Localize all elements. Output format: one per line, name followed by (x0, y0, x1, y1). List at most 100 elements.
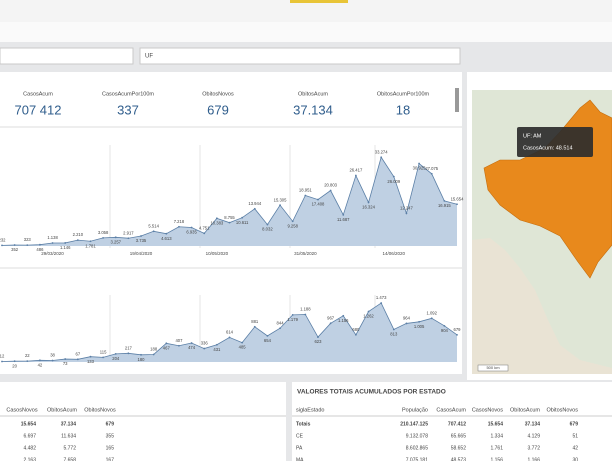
value-label: 323 (24, 237, 32, 242)
point (443, 324, 446, 327)
point (418, 162, 420, 165)
kpi-label: CasosAcum (23, 91, 53, 97)
point (317, 198, 319, 201)
top-accent (290, 0, 348, 3)
table-header: ObitosNovos (547, 407, 579, 413)
value-label: 431 (213, 347, 221, 352)
value-label: 3.257 (111, 239, 122, 244)
top-bar (0, 0, 612, 22)
point (329, 189, 332, 192)
value-label: 4.751 (199, 225, 210, 230)
point (51, 242, 54, 244)
point (291, 313, 294, 316)
point (228, 336, 231, 339)
value-label: 1.473 (376, 295, 387, 300)
value-label: 30.925 (413, 166, 426, 171)
value-label: 22 (25, 353, 30, 358)
kpi-label: ObitosAcum (298, 91, 328, 97)
value-label: 204 (112, 356, 120, 361)
value-label: 654 (264, 338, 272, 343)
table-cell: 9.132.078 (406, 433, 428, 439)
point (127, 352, 130, 355)
left-table-panel (0, 382, 286, 461)
point (279, 327, 281, 330)
point (152, 230, 155, 233)
value-label: 1.146 (60, 245, 71, 250)
value-label: 1.179 (287, 317, 298, 322)
value-label: 9.258 (287, 223, 298, 228)
table-header: ObitosAcum (510, 407, 540, 413)
value-label: 1.188 (300, 307, 311, 312)
value-label: 16.324 (362, 205, 375, 210)
value-label: 1.156 (338, 318, 349, 323)
table-cell: 51 (572, 433, 578, 439)
point (89, 355, 92, 358)
point (26, 244, 29, 247)
point (89, 240, 92, 243)
value-label: 15.305 (274, 197, 287, 202)
value-label: 623 (314, 339, 322, 344)
point (39, 359, 41, 362)
map-scale (477, 364, 509, 372)
table-cell: 5.772 (63, 445, 76, 451)
area (2, 157, 457, 246)
kpi-label: CasosAcumPor100m (102, 91, 154, 97)
point (266, 223, 269, 226)
table-cell: 48.573 (451, 457, 467, 461)
table-cell: 7.075.181 (406, 457, 428, 461)
table-cell: 58.652 (451, 445, 467, 451)
value-label: 485 (239, 345, 247, 350)
toolbar (0, 22, 612, 42)
table-cell: 1.334 (490, 433, 503, 439)
value-label: 20.803 (324, 183, 337, 188)
value-label: 115 (100, 350, 107, 355)
table-cell: 6.697 (23, 433, 36, 439)
table-cell: 7.658 (63, 457, 76, 461)
point (456, 333, 458, 336)
point (152, 353, 155, 356)
point (342, 213, 345, 216)
value-label: 17.408 (312, 202, 325, 207)
kpi-value: 707 412 (15, 102, 62, 117)
point (392, 328, 395, 331)
point (1, 360, 3, 363)
table-cell: 42 (572, 445, 578, 451)
value-label: 1.781 (85, 243, 96, 248)
value-label: 467 (163, 345, 171, 350)
point (291, 220, 294, 223)
value-label: 1.092 (426, 310, 437, 315)
filter-box[interactable] (139, 47, 461, 65)
scrollbar[interactable] (455, 88, 459, 112)
map-scale-label: 500 km (486, 365, 500, 370)
point (64, 242, 67, 244)
point (215, 343, 218, 346)
point (1, 244, 3, 247)
point (26, 360, 29, 363)
point (266, 334, 269, 337)
value-label: 1.262 (363, 314, 374, 319)
value-label: 26.417 (349, 168, 362, 173)
kpi-label: ObitosNovos (202, 91, 234, 97)
value-label: 844 (277, 320, 285, 325)
point (140, 353, 142, 356)
table-header: População (402, 407, 428, 413)
point (241, 216, 244, 219)
value-label: 881 (251, 319, 259, 324)
point (228, 221, 231, 224)
filter-box[interactable] (0, 47, 134, 65)
value-label: 20 (12, 363, 17, 368)
value-label: 407 (175, 338, 183, 343)
map-tooltip (517, 127, 593, 157)
kpi-value: 18 (396, 102, 410, 117)
point (203, 232, 206, 235)
table-cell: 707.412 (448, 421, 466, 427)
point (253, 207, 256, 210)
value-label: 680 (352, 327, 360, 332)
tooltip-line: CasosAcum: 48.514 (523, 145, 573, 151)
point (165, 342, 168, 345)
tooltip-line: UF: AM (523, 133, 542, 139)
point (39, 243, 41, 246)
value-label: 188 (150, 347, 158, 352)
point (304, 313, 307, 316)
point (114, 236, 117, 239)
